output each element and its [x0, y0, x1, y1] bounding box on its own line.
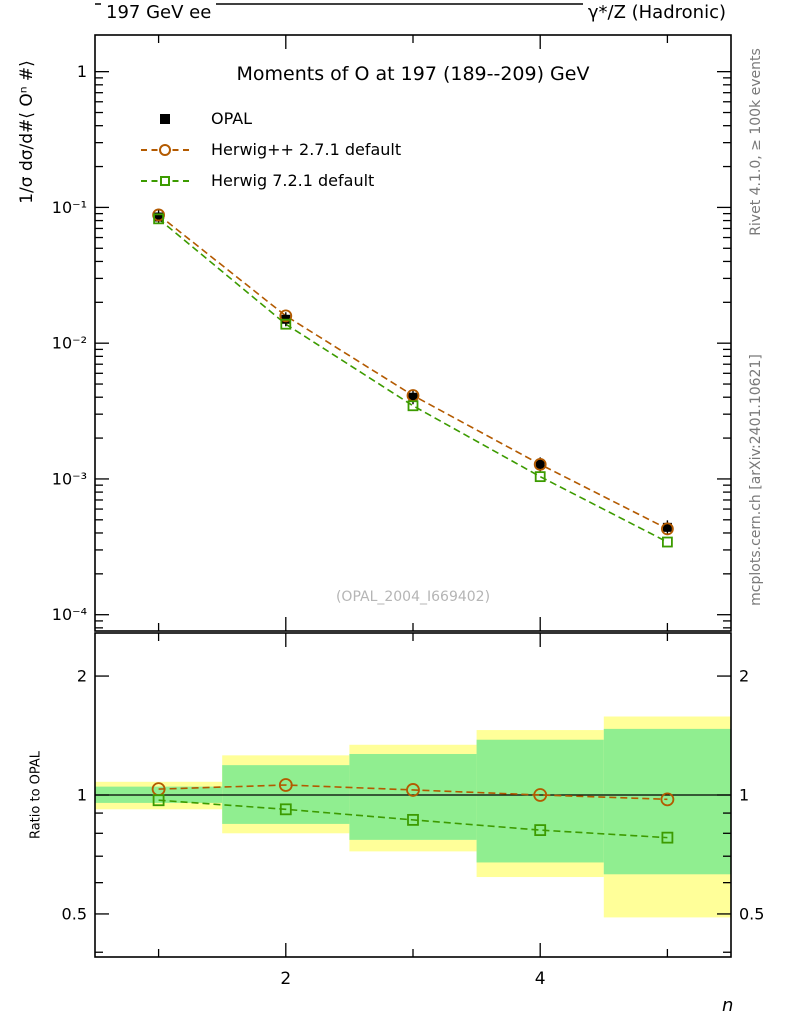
- analysis-id-watermark: (OPAL_2004_I669402): [335, 589, 491, 605]
- svg-text:1: 1: [77, 786, 87, 805]
- svg-text:0.5: 0.5: [62, 904, 87, 923]
- legend-item-opal: OPAL: [141, 103, 401, 134]
- svg-text:1: 1: [77, 62, 87, 81]
- svg-text:0.5: 0.5: [739, 904, 764, 923]
- svg-text:10⁻³: 10⁻³: [52, 469, 87, 488]
- rivet-version-note: Rivet 4.1.0, ≥ 100k events: [748, 48, 764, 236]
- legend-marker-area: [141, 109, 189, 129]
- herwigpp-marker-icon: [159, 143, 171, 156]
- legend-item-herwigpp: Herwig++ 2.7.1 default: [141, 134, 401, 165]
- legend-item-herwig7: Herwig 7.2.1 default: [141, 165, 401, 196]
- svg-text:1: 1: [739, 786, 749, 805]
- legend-label-herwigpp: Herwig++ 2.7.1 default: [211, 140, 402, 159]
- mcplots-attribution-note: mcplots.cern.ch [arXiv:2401.10621]: [748, 354, 764, 606]
- plot-title: Moments of O at 197 (189--209) GeV: [236, 63, 590, 85]
- main-y-axis-label: 1/σ dσ/d#⟨ Oⁿ #⟩: [17, 60, 37, 204]
- legend-label-herwig7: Herwig 7.2.1 default: [211, 171, 375, 190]
- legend-marker-area: [141, 171, 189, 191]
- svg-text:10⁻⁴: 10⁻⁴: [52, 605, 87, 624]
- svg-text:4: 4: [535, 969, 546, 989]
- herwig7-marker-icon: [160, 175, 170, 186]
- legend-marker-area: [141, 140, 189, 160]
- ratio-y-axis-label: Ratio to OPAL: [28, 750, 44, 840]
- opal-marker-icon: [160, 113, 170, 124]
- svg-text:10⁻²: 10⁻²: [52, 334, 87, 353]
- legend-label-opal: OPAL: [211, 109, 253, 128]
- svg-text:2: 2: [280, 969, 291, 989]
- header-beam-label: 197 GeV ee: [101, 2, 217, 24]
- x-axis-label: n: [722, 995, 734, 1016]
- svg-text:10⁻¹: 10⁻¹: [52, 198, 87, 217]
- svg-text:2: 2: [77, 667, 87, 686]
- legend: OPAL Herwig++ 2.7.1 default Herwig 7.2.1…: [141, 103, 401, 196]
- header-process-label: γ*/Z (Hadronic): [582, 2, 731, 24]
- svg-text:2: 2: [739, 667, 749, 686]
